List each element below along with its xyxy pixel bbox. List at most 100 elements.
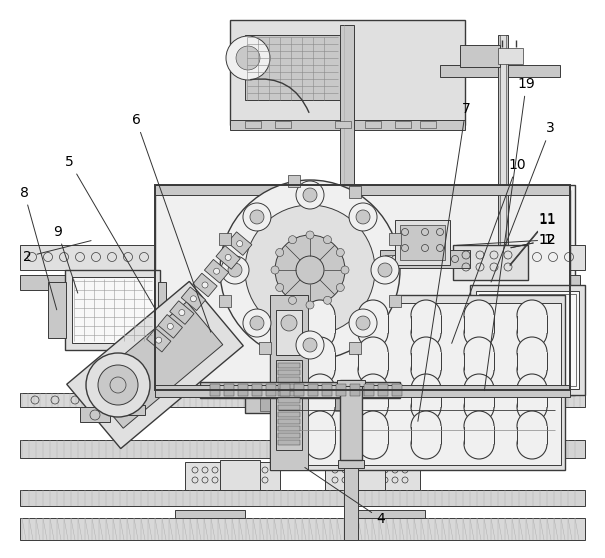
- Circle shape: [236, 46, 260, 70]
- Circle shape: [276, 248, 284, 257]
- Bar: [155, 185, 570, 195]
- Bar: [358, 352, 388, 370]
- Bar: [155, 385, 570, 397]
- Bar: [411, 315, 441, 333]
- Bar: [266, 384, 276, 396]
- Text: 5: 5: [65, 155, 156, 310]
- Bar: [210, 384, 220, 396]
- Bar: [340, 380, 362, 460]
- Bar: [345, 460, 385, 490]
- Circle shape: [464, 355, 494, 385]
- Circle shape: [371, 256, 399, 284]
- Bar: [278, 391, 300, 396]
- Circle shape: [517, 337, 547, 367]
- Circle shape: [225, 254, 231, 261]
- Bar: [498, 35, 508, 255]
- Bar: [238, 384, 248, 396]
- Circle shape: [411, 429, 441, 459]
- Text: 8: 8: [20, 185, 57, 310]
- Circle shape: [358, 392, 388, 422]
- Circle shape: [464, 337, 494, 367]
- Text: 7: 7: [418, 102, 470, 421]
- Text: 12: 12: [511, 233, 557, 248]
- Circle shape: [358, 355, 388, 385]
- Polygon shape: [169, 301, 194, 324]
- Circle shape: [411, 318, 441, 348]
- Bar: [20, 440, 585, 458]
- Bar: [338, 460, 364, 468]
- Bar: [464, 426, 494, 444]
- Bar: [305, 397, 315, 411]
- Bar: [411, 389, 441, 407]
- Bar: [200, 382, 400, 398]
- Bar: [185, 462, 280, 490]
- Bar: [464, 315, 494, 333]
- Circle shape: [221, 256, 249, 284]
- Circle shape: [517, 300, 547, 330]
- Bar: [500, 35, 506, 255]
- Circle shape: [243, 203, 271, 231]
- Bar: [498, 48, 523, 64]
- Bar: [278, 303, 561, 465]
- Bar: [280, 384, 290, 396]
- Polygon shape: [87, 302, 223, 428]
- Bar: [20, 518, 585, 540]
- Bar: [305, 389, 335, 407]
- Bar: [325, 462, 420, 490]
- Bar: [155, 190, 570, 388]
- Circle shape: [305, 300, 335, 330]
- Circle shape: [296, 181, 324, 209]
- Text: 19: 19: [485, 76, 535, 391]
- Circle shape: [378, 263, 392, 277]
- Bar: [400, 225, 445, 260]
- Bar: [220, 233, 232, 245]
- Bar: [280, 225, 380, 237]
- Circle shape: [214, 268, 220, 274]
- Polygon shape: [158, 315, 183, 338]
- Circle shape: [369, 225, 381, 237]
- Bar: [290, 397, 300, 411]
- Bar: [358, 315, 388, 333]
- Circle shape: [464, 318, 494, 348]
- Bar: [453, 245, 528, 280]
- Circle shape: [289, 235, 296, 244]
- Bar: [395, 121, 411, 128]
- Circle shape: [220, 180, 400, 360]
- Circle shape: [464, 300, 494, 330]
- Circle shape: [281, 315, 297, 331]
- Bar: [275, 121, 291, 128]
- Circle shape: [276, 283, 284, 291]
- Circle shape: [464, 392, 494, 422]
- Text: 2: 2: [23, 240, 91, 264]
- Bar: [320, 397, 330, 411]
- Text: 10: 10: [452, 157, 526, 343]
- Circle shape: [305, 337, 335, 367]
- Circle shape: [336, 248, 344, 257]
- Circle shape: [279, 225, 291, 237]
- Bar: [464, 389, 494, 407]
- Bar: [340, 25, 354, 400]
- Bar: [345, 397, 355, 411]
- Circle shape: [202, 282, 208, 288]
- Bar: [80, 407, 110, 422]
- Circle shape: [517, 374, 547, 404]
- Circle shape: [237, 240, 243, 247]
- Circle shape: [358, 374, 388, 404]
- Bar: [388, 233, 401, 245]
- Bar: [308, 384, 318, 396]
- Circle shape: [250, 210, 264, 224]
- Bar: [230, 20, 465, 125]
- Bar: [335, 397, 345, 411]
- Bar: [245, 121, 261, 128]
- Bar: [358, 426, 388, 444]
- Circle shape: [411, 392, 441, 422]
- Circle shape: [517, 355, 547, 385]
- Circle shape: [191, 296, 197, 302]
- Bar: [270, 295, 308, 470]
- Bar: [294, 384, 304, 396]
- Bar: [445, 245, 585, 270]
- Circle shape: [245, 205, 375, 335]
- Circle shape: [517, 392, 547, 422]
- Circle shape: [243, 309, 271, 337]
- Circle shape: [226, 36, 270, 80]
